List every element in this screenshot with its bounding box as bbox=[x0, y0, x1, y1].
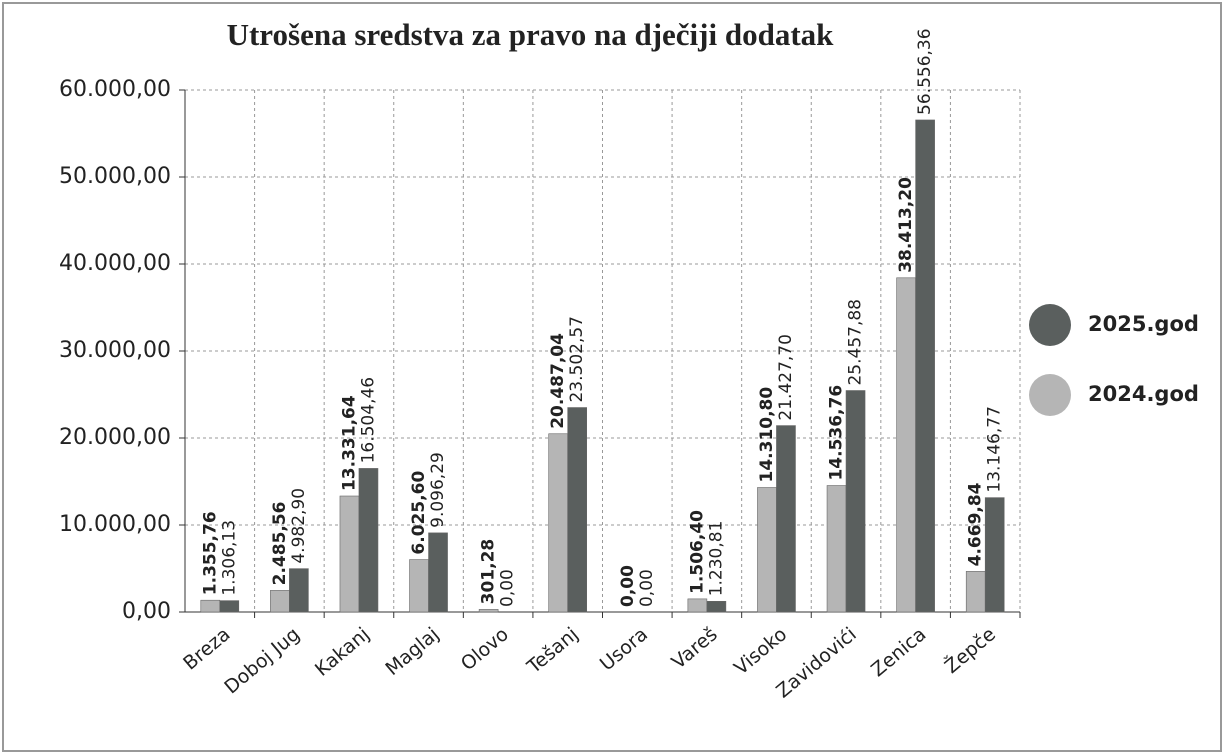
bar bbox=[289, 568, 309, 613]
x-tick-label: Breza bbox=[179, 623, 234, 674]
value-label: 23.502,57 bbox=[567, 316, 587, 403]
bar bbox=[984, 497, 1005, 613]
value-label: 1.230,81 bbox=[706, 521, 726, 597]
legend-label: 2024.god bbox=[1088, 382, 1199, 406]
value-label: 25.457,88 bbox=[846, 299, 866, 386]
value-label: 13.146,77 bbox=[985, 406, 1005, 493]
value-label: 301,28 bbox=[479, 539, 499, 605]
bar bbox=[548, 433, 569, 613]
x-tick-label: Vareš bbox=[668, 623, 722, 673]
value-label: 2.485,56 bbox=[270, 501, 290, 585]
value-label: 0,00 bbox=[618, 565, 638, 607]
x-tick-label: Kakanj bbox=[311, 623, 374, 681]
y-tick-label: 0,00 bbox=[122, 599, 171, 624]
y-tick-label: 60.000,00 bbox=[59, 77, 171, 102]
legend-label: 2025.god bbox=[1088, 312, 1199, 336]
x-tick-label: Žepče bbox=[940, 622, 1000, 677]
value-label: 4.669,84 bbox=[966, 482, 986, 566]
bar bbox=[687, 598, 708, 613]
x-tick-label: Olovo bbox=[457, 623, 513, 675]
value-label: 56.556,36 bbox=[915, 28, 935, 115]
legend-swatch bbox=[1029, 304, 1071, 346]
value-label: 0,00 bbox=[498, 569, 518, 607]
y-tick-label: 50.000,00 bbox=[59, 164, 171, 189]
value-label: 1.355,76 bbox=[200, 511, 220, 595]
bar bbox=[965, 571, 986, 613]
x-tick-label: Maglaj bbox=[381, 623, 443, 680]
value-label: 6.025,60 bbox=[409, 471, 429, 555]
chart-title: Utrošena sredstva za pravo na dječiji do… bbox=[227, 17, 835, 52]
value-label: 38.413,20 bbox=[896, 177, 916, 273]
value-label: 20.487,04 bbox=[548, 333, 568, 429]
bar bbox=[826, 485, 847, 613]
bar bbox=[219, 600, 240, 613]
bar bbox=[845, 390, 866, 613]
value-label: 21.427,70 bbox=[776, 334, 796, 421]
bar bbox=[896, 277, 916, 613]
value-label: 9.096,29 bbox=[428, 452, 448, 528]
bar bbox=[478, 609, 499, 613]
value-label: 4.982,90 bbox=[289, 488, 309, 564]
value-label: 13.331,64 bbox=[339, 395, 359, 491]
bar bbox=[200, 599, 221, 613]
y-tick-label: 40.000,00 bbox=[59, 251, 171, 276]
bar bbox=[567, 407, 588, 613]
bar bbox=[428, 532, 448, 613]
bar bbox=[776, 425, 796, 613]
x-tick-label: Usora bbox=[596, 623, 652, 675]
x-tick-label: Visoko bbox=[730, 623, 791, 679]
value-label: 0,00 bbox=[637, 569, 657, 607]
bar bbox=[706, 600, 727, 613]
bar bbox=[757, 487, 777, 613]
value-label: 14.536,76 bbox=[827, 385, 847, 481]
value-label: 16.504,46 bbox=[358, 377, 378, 464]
value-label: 1.506,40 bbox=[687, 510, 707, 594]
value-label: 1.306,13 bbox=[219, 520, 239, 596]
x-tick-label: Tešanj bbox=[522, 623, 582, 678]
x-tick-label: Zenica bbox=[867, 623, 930, 681]
y-tick-label: 10.000,00 bbox=[59, 512, 171, 537]
y-tick-label: 30.000,00 bbox=[59, 338, 171, 363]
bar bbox=[270, 590, 290, 613]
bar bbox=[915, 119, 935, 613]
legend-swatch bbox=[1029, 374, 1071, 416]
bar bbox=[409, 559, 429, 613]
bar bbox=[339, 495, 360, 613]
y-tick-label: 20.000,00 bbox=[59, 425, 171, 450]
x-tick-label: Doboj Jug bbox=[220, 623, 304, 698]
bar bbox=[358, 468, 379, 613]
value-label: 14.310,80 bbox=[757, 387, 777, 483]
